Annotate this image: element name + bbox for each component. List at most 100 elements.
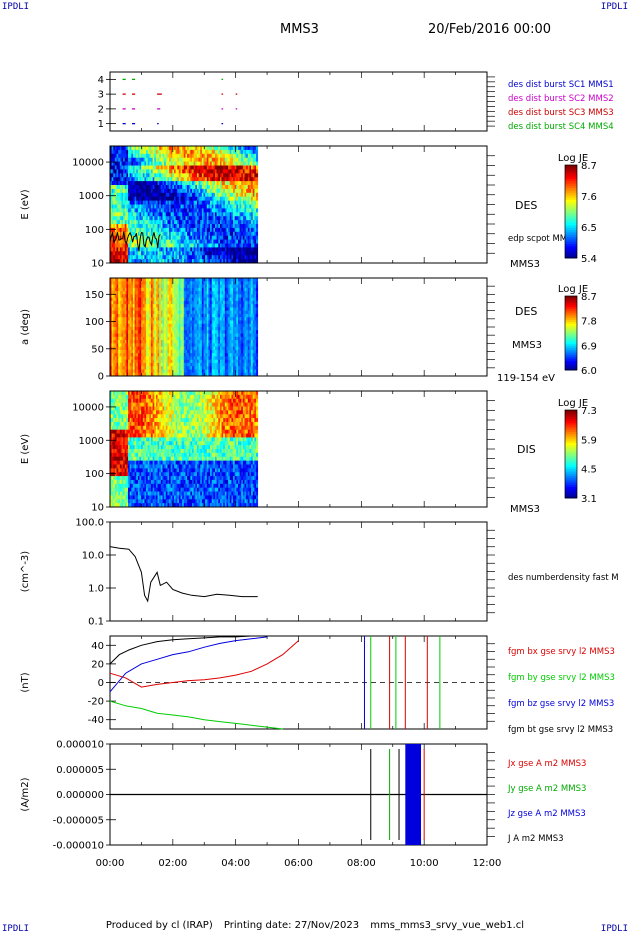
spectrogram-cell xyxy=(215,320,218,325)
spectrogram-cell xyxy=(236,216,239,221)
spectrogram-cell xyxy=(192,372,195,377)
spectrogram-cell xyxy=(180,204,183,209)
spectrogram-cell xyxy=(185,153,188,159)
spectrogram-cell xyxy=(116,259,119,264)
spectrogram-cell xyxy=(147,366,150,370)
spectrogram-cell xyxy=(111,323,114,328)
spectrogram-cell xyxy=(111,239,114,244)
spectrogram-cell xyxy=(152,146,155,151)
spectrogram-cell xyxy=(152,181,155,186)
spectrogram-cell xyxy=(173,185,177,190)
spectrogram-cell xyxy=(218,333,221,338)
spectrogram-cell xyxy=(126,149,129,155)
spectrogram-cell xyxy=(239,204,242,209)
spectrogram-cell xyxy=(172,165,175,170)
spectrogram-cell xyxy=(159,369,162,374)
spectrogram-cell xyxy=(193,243,196,248)
spectrogram-cell xyxy=(210,239,213,244)
spectrogram-cell xyxy=(114,227,117,233)
spectrogram-cell xyxy=(134,284,137,289)
spectrogram-cell xyxy=(162,169,165,174)
spectrogram-cell xyxy=(165,372,168,377)
spectrogram-cell xyxy=(124,333,127,338)
spectrogram-cell xyxy=(236,220,239,225)
spectrogram-cell xyxy=(139,200,142,205)
spectrogram-cell xyxy=(252,231,255,237)
spectrogram-cell xyxy=(157,284,160,289)
spectrogram-cell xyxy=(173,231,177,237)
spectrogram-cell xyxy=(124,317,127,321)
spectrogram-cell xyxy=(247,185,250,190)
spectrogram-cell xyxy=(192,300,195,305)
spectrogram-cell xyxy=(185,216,188,221)
spectrogram-cell xyxy=(173,192,177,198)
spectrogram-cell xyxy=(157,278,160,282)
spectrogram-cell xyxy=(200,323,203,328)
y-tick-label: 1 xyxy=(98,119,104,130)
spectrogram-cell xyxy=(249,235,252,240)
spectrogram-cell xyxy=(188,157,191,162)
spectrogram-cell xyxy=(185,353,188,357)
spectrogram-cell xyxy=(165,185,168,190)
spectrogram-cell xyxy=(149,177,152,182)
spectrogram-cell xyxy=(169,227,172,233)
spectrogram-cell xyxy=(187,369,190,374)
spectrogram-cell xyxy=(169,327,172,331)
spectrogram-cell xyxy=(128,185,131,190)
spectrogram-cell xyxy=(146,346,149,351)
spectrogram-cell xyxy=(175,359,178,364)
spectrogram-cell xyxy=(144,353,147,357)
spectrogram-cell xyxy=(160,327,163,331)
spectrogram-cell xyxy=(236,259,239,264)
spectrogram-cell xyxy=(221,192,224,198)
spectrogram-cell xyxy=(251,161,254,166)
spectrogram-cell xyxy=(198,356,201,361)
spectrogram-cell xyxy=(141,255,144,260)
spectrogram-cell xyxy=(203,212,206,217)
spectrogram-cell xyxy=(128,330,131,334)
spectrogram-cell xyxy=(118,204,121,209)
spectrogram-cell xyxy=(246,235,249,240)
spectrogram-cell xyxy=(216,327,219,331)
spectrogram-cell xyxy=(224,313,227,318)
spectrogram-cell xyxy=(121,231,124,237)
spectrogram-cell xyxy=(218,259,221,264)
spectrogram-cell xyxy=(134,281,137,285)
spectrogram-cell xyxy=(124,372,127,377)
spectrogram-cell xyxy=(190,327,193,331)
spectrogram-cell xyxy=(249,157,252,162)
spectrogram-cell xyxy=(124,349,127,354)
spectrogram-cell xyxy=(210,362,213,367)
spectrogram-cell xyxy=(116,340,119,344)
spectrogram-cell xyxy=(251,200,254,205)
spectrogram-cell xyxy=(137,281,140,285)
spectrogram-cell xyxy=(183,284,186,289)
spectrogram-cell xyxy=(195,356,198,361)
spectrogram-cell xyxy=(203,247,206,252)
spectrogram-cell xyxy=(134,255,137,260)
spectrogram-cell xyxy=(134,327,137,331)
spectrogram-cell xyxy=(185,188,188,194)
spectrogram-cell xyxy=(233,146,236,151)
spectrogram-cell xyxy=(205,327,208,331)
spectrogram-cell xyxy=(224,216,227,221)
spectrogram-cell xyxy=(215,200,218,205)
spectrogram-cell xyxy=(215,216,218,221)
spectrogram-cell xyxy=(190,216,193,221)
spectrogram-cell xyxy=(164,304,167,308)
spectrogram-cell xyxy=(142,259,145,264)
spectrogram-cell xyxy=(152,165,155,170)
spectrogram-cell xyxy=(136,310,139,315)
spectrogram-cell xyxy=(172,320,175,325)
spectrogram-cell xyxy=(172,353,175,357)
spectrogram-cell xyxy=(134,287,137,292)
spectrogram-cell xyxy=(147,196,150,201)
spectrogram-cell xyxy=(192,336,195,341)
spectrogram-cell xyxy=(201,157,204,162)
spectrogram-cell xyxy=(175,185,178,190)
spectrogram-cell xyxy=(137,330,140,334)
spectrogram-cell xyxy=(216,320,219,325)
spectrogram-cell xyxy=(121,185,124,190)
spectrogram-cell xyxy=(132,359,136,364)
spectrogram-cell xyxy=(147,372,150,377)
